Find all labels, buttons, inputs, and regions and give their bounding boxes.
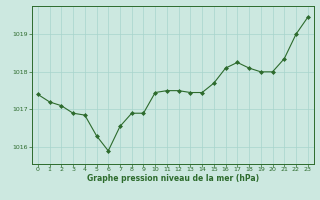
- X-axis label: Graphe pression niveau de la mer (hPa): Graphe pression niveau de la mer (hPa): [87, 174, 259, 183]
